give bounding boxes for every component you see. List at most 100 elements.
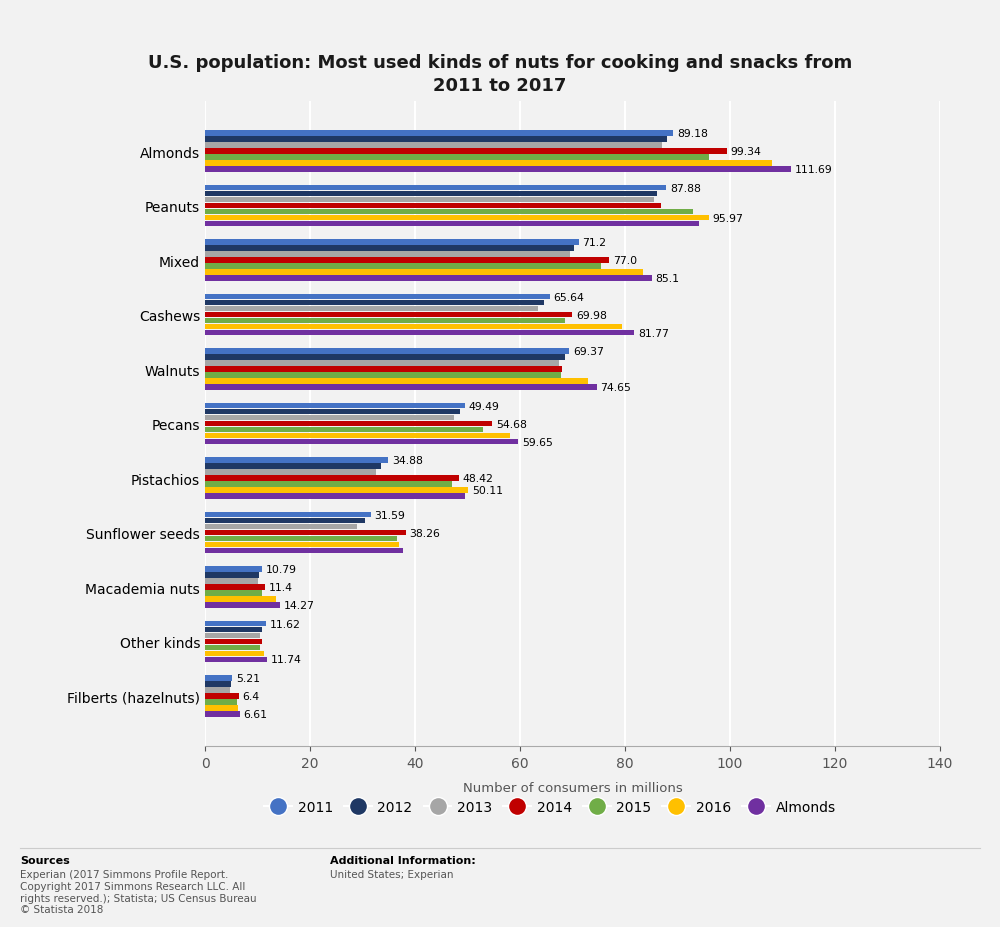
Text: 65.64: 65.64 — [553, 292, 584, 302]
Bar — [205, 367, 562, 373]
Text: 99.34: 99.34 — [730, 147, 761, 157]
Bar — [205, 482, 452, 488]
Bar — [205, 185, 666, 191]
Text: 38.26: 38.26 — [410, 528, 440, 538]
Text: 74.65: 74.65 — [601, 383, 631, 393]
Bar — [205, 578, 258, 584]
Text: 111.69: 111.69 — [795, 165, 833, 175]
Text: Additional Information:: Additional Information: — [330, 855, 476, 865]
Text: 10.79: 10.79 — [265, 565, 296, 575]
Bar — [205, 276, 652, 282]
Bar — [205, 204, 661, 210]
Text: 6.61: 6.61 — [243, 709, 267, 719]
Bar — [205, 161, 772, 167]
Text: U.S. population: Most used kinds of nuts for cooking and snacks from
2011 to 201: U.S. population: Most used kinds of nuts… — [148, 54, 852, 95]
Text: 49.49: 49.49 — [468, 401, 499, 412]
Bar — [205, 573, 259, 578]
Text: 6.4: 6.4 — [242, 692, 259, 701]
Text: 71.2: 71.2 — [582, 238, 606, 248]
Bar — [205, 688, 230, 693]
Bar — [205, 324, 622, 330]
Bar — [205, 530, 406, 536]
Bar — [205, 494, 465, 500]
Bar — [205, 585, 265, 590]
Bar — [205, 693, 239, 699]
Text: 77.0: 77.0 — [613, 256, 637, 266]
Bar — [205, 379, 588, 385]
Bar — [205, 240, 579, 246]
Bar — [205, 566, 262, 572]
Bar — [205, 711, 240, 717]
Bar — [205, 330, 634, 336]
Bar — [205, 373, 561, 378]
X-axis label: Number of consumers in millions: Number of consumers in millions — [463, 781, 682, 794]
Text: 11.74: 11.74 — [270, 654, 301, 665]
Bar — [205, 144, 662, 149]
Bar — [205, 385, 597, 390]
Text: 59.65: 59.65 — [522, 437, 553, 447]
Bar — [205, 319, 565, 324]
Bar — [205, 464, 381, 469]
Legend: 2011, 2012, 2013, 2014, 2015, 2016, Almonds: 2011, 2012, 2013, 2014, 2015, 2016, Almo… — [259, 794, 841, 820]
Bar — [205, 542, 399, 548]
Bar — [205, 676, 232, 681]
Text: Sources: Sources — [20, 855, 70, 865]
Text: 50.11: 50.11 — [472, 486, 503, 496]
Bar — [205, 222, 698, 227]
Bar — [205, 307, 538, 312]
Bar — [205, 705, 238, 711]
Bar — [205, 439, 518, 445]
Bar — [205, 258, 609, 263]
Bar — [205, 524, 357, 529]
Text: 81.77: 81.77 — [638, 328, 669, 338]
Bar — [205, 427, 483, 433]
Text: United States; Experian: United States; Experian — [330, 870, 454, 880]
Bar — [205, 132, 673, 137]
Bar — [205, 433, 510, 438]
Bar — [205, 264, 601, 270]
Bar — [205, 410, 460, 415]
Bar — [205, 470, 376, 476]
Bar — [205, 597, 276, 603]
Bar — [205, 349, 569, 354]
Bar — [205, 300, 544, 306]
Bar — [205, 210, 693, 215]
Bar — [205, 246, 574, 251]
Text: 14.27: 14.27 — [284, 601, 314, 610]
Bar — [205, 651, 264, 656]
Text: 11.62: 11.62 — [270, 619, 301, 629]
Text: 89.18: 89.18 — [677, 129, 708, 139]
Bar — [205, 633, 260, 639]
Bar — [205, 312, 572, 318]
Text: 69.37: 69.37 — [573, 347, 604, 357]
Bar — [205, 197, 654, 203]
Bar — [205, 137, 667, 143]
Text: 87.88: 87.88 — [670, 184, 701, 194]
Bar — [205, 621, 266, 627]
Bar — [205, 216, 709, 222]
Bar — [205, 252, 570, 258]
Bar — [205, 488, 468, 493]
Bar — [205, 603, 280, 608]
Text: 11.4: 11.4 — [269, 582, 293, 592]
Bar — [205, 415, 454, 421]
Bar — [205, 645, 260, 651]
Bar — [205, 270, 643, 275]
Text: 95.97: 95.97 — [713, 213, 743, 223]
Bar — [205, 536, 397, 541]
Bar — [205, 295, 550, 300]
Text: 34.88: 34.88 — [392, 455, 423, 465]
Bar — [205, 681, 231, 687]
Bar — [205, 699, 237, 705]
Text: 69.98: 69.98 — [576, 311, 607, 320]
Bar — [205, 355, 565, 361]
Text: 31.59: 31.59 — [375, 510, 405, 520]
Bar — [205, 192, 656, 197]
Text: Experian (2017 Simmons Profile Report.
Copyright 2017 Simmons Research LLC. All
: Experian (2017 Simmons Profile Report. C… — [20, 870, 257, 914]
Bar — [205, 155, 709, 160]
Text: 48.42: 48.42 — [463, 474, 494, 484]
Bar — [205, 167, 791, 172]
Text: 54.68: 54.68 — [496, 419, 527, 429]
Text: 85.1: 85.1 — [655, 273, 679, 284]
Bar — [205, 639, 262, 644]
